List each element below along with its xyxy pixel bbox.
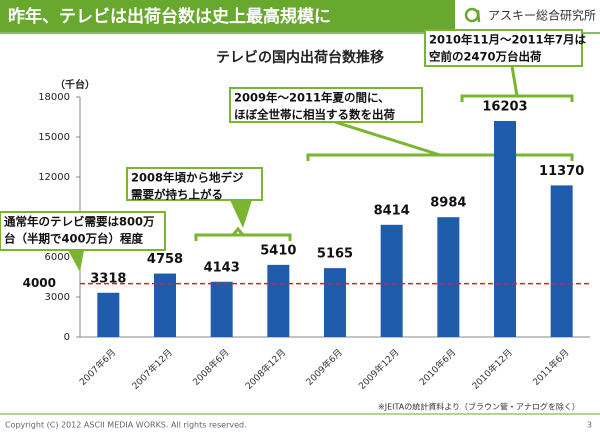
y-tick-label: 18000	[38, 92, 70, 103]
x-tick-label: 2007年12月	[129, 346, 175, 392]
value-label: 11370	[539, 164, 584, 179]
x-tick-label: 2009年6月	[303, 346, 344, 387]
value-label: 16203	[482, 99, 527, 114]
slide-title: 昨年、テレビは出荷台数は史上最高規模に	[8, 6, 331, 27]
y-tick-label: 0	[64, 332, 70, 343]
callout-text: 2008年頃から地デジ	[131, 171, 244, 185]
chart-title: テレビの国内出荷台数推移	[216, 49, 384, 66]
callout-text: 需要が持ち上がる	[131, 188, 223, 202]
value-label: 5165	[317, 247, 353, 262]
x-tick-label: 2007年6月	[77, 346, 118, 387]
callout-text: 2010年11月～2011年7月は	[429, 33, 587, 47]
x-tick-label: 2010年12月	[469, 346, 515, 392]
footnote: ※JEITAの統計資料より（ブラウン管・アナログを除く）	[378, 402, 580, 412]
reference-label: 4000	[23, 276, 56, 290]
y-tick-label: 6000	[45, 252, 70, 263]
value-label: 4143	[204, 260, 240, 275]
callout-box	[424, 29, 583, 67]
bar	[154, 273, 176, 337]
bracket	[194, 226, 292, 241]
value-label: 3318	[90, 271, 126, 286]
bar	[210, 281, 233, 337]
value-label: 4758	[147, 252, 183, 267]
bar	[97, 292, 120, 337]
callout-box	[126, 167, 263, 201]
header-bar	[0, 0, 455, 32]
x-tick-label: 2010年6月	[417, 346, 458, 387]
bar	[324, 268, 346, 337]
y-tick-label: 3000	[45, 292, 70, 303]
callout-text: ほぼ全世帯に相当する数を出荷	[234, 108, 395, 122]
x-tick-label: 2008年12月	[243, 346, 289, 392]
y-tick-label: 15000	[38, 132, 70, 143]
value-label: 8984	[430, 196, 466, 211]
callout-text: 通常年のテレビ需要は800万	[4, 215, 155, 229]
bracket	[460, 65, 574, 102]
bar	[380, 224, 403, 337]
x-tick-label: 2011年6月	[530, 346, 571, 387]
logo-icon	[464, 7, 481, 23]
callout-text: 空前の2470万台出荷	[429, 50, 542, 64]
value-label: 8414	[374, 203, 410, 218]
y-axis-label: （千台）	[55, 78, 95, 91]
bar	[494, 120, 516, 338]
y-tick-label: 12000	[38, 172, 70, 183]
logo-text: アスキー総合研究所	[488, 8, 596, 23]
pointer	[230, 200, 252, 228]
bar	[267, 264, 290, 337]
value-label: 5410	[260, 243, 296, 258]
callout-box	[0, 211, 166, 251]
callout-text: 2009年～2011年夏の間に、	[234, 91, 390, 105]
pointer	[68, 250, 84, 272]
bar	[437, 217, 460, 337]
x-tick-label: 2008年6月	[190, 346, 231, 387]
bar	[550, 185, 573, 337]
copyright: Copyright (C) 2012 ASCII MEDIA WORKS. Al…	[5, 421, 247, 430]
bracket	[306, 120, 574, 161]
x-tick-label: 2009年12月	[356, 346, 402, 392]
callout-box	[229, 87, 423, 123]
page-number: 3	[587, 421, 592, 430]
callout-text: 台（半期で400万台）程度	[4, 232, 144, 246]
